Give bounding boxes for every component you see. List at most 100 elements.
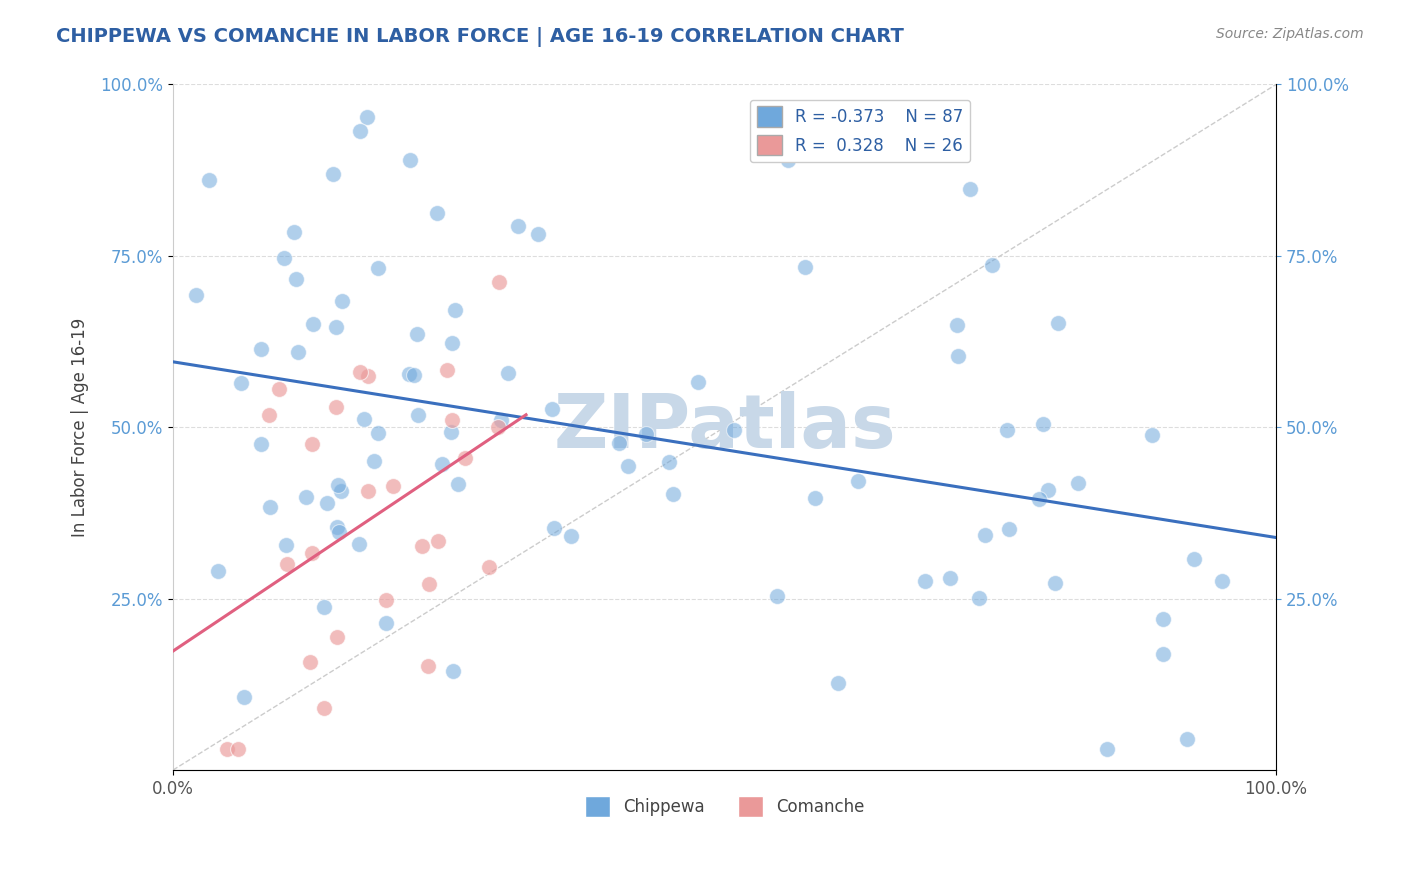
Point xyxy=(443,302,465,317)
Point xyxy=(616,458,638,473)
Point xyxy=(441,413,464,427)
Point xyxy=(486,420,509,434)
Point xyxy=(804,491,827,506)
Point xyxy=(312,700,335,714)
Point xyxy=(276,537,298,551)
Point xyxy=(948,350,970,364)
Point xyxy=(325,320,347,334)
Point xyxy=(287,344,309,359)
Point xyxy=(301,317,323,331)
Point xyxy=(314,599,336,614)
Point xyxy=(356,110,378,124)
Point xyxy=(325,401,347,415)
Point xyxy=(793,260,815,275)
Point xyxy=(478,560,501,574)
Point xyxy=(329,483,352,498)
Point xyxy=(506,219,529,233)
Point xyxy=(229,376,252,391)
Point xyxy=(995,423,1018,437)
Point xyxy=(357,483,380,498)
Point xyxy=(436,363,458,377)
Point xyxy=(607,436,630,450)
Point xyxy=(363,454,385,468)
Point xyxy=(273,251,295,265)
Point xyxy=(658,454,681,468)
Point xyxy=(1175,731,1198,746)
Point xyxy=(197,172,219,186)
Point xyxy=(353,412,375,426)
Point xyxy=(1032,417,1054,431)
Point xyxy=(723,423,745,437)
Point xyxy=(398,153,420,168)
Text: ZIPatlas: ZIPatlas xyxy=(554,391,896,464)
Point xyxy=(326,478,349,492)
Point xyxy=(967,591,990,605)
Point xyxy=(267,382,290,396)
Point xyxy=(766,589,789,603)
Point xyxy=(688,376,710,390)
Point xyxy=(226,742,249,756)
Point xyxy=(634,427,657,442)
Point xyxy=(440,425,463,439)
Point xyxy=(776,153,799,167)
Point xyxy=(322,167,344,181)
Point xyxy=(662,487,685,501)
Point xyxy=(1067,476,1090,491)
Point xyxy=(349,366,371,380)
Point xyxy=(945,318,967,332)
Point xyxy=(1152,647,1174,661)
Point xyxy=(441,664,464,678)
Point xyxy=(488,276,510,290)
Point xyxy=(357,368,380,383)
Point xyxy=(416,659,439,673)
Point xyxy=(232,690,254,704)
Point xyxy=(367,260,389,275)
Point xyxy=(328,524,350,539)
Point xyxy=(827,675,849,690)
Point xyxy=(560,528,582,542)
Point xyxy=(259,500,281,514)
Point xyxy=(349,124,371,138)
Point xyxy=(207,564,229,578)
Text: CHIPPEWA VS COMANCHE IN LABOR FORCE | AGE 16-19 CORRELATION CHART: CHIPPEWA VS COMANCHE IN LABOR FORCE | AG… xyxy=(56,27,904,46)
Point xyxy=(301,546,323,560)
Point xyxy=(1028,492,1050,507)
Point xyxy=(325,630,347,644)
Point xyxy=(283,225,305,239)
Point xyxy=(374,615,396,630)
Point xyxy=(347,537,370,551)
Legend: Chippewa, Comanche: Chippewa, Comanche xyxy=(578,789,872,823)
Point xyxy=(402,368,425,382)
Point xyxy=(998,523,1021,537)
Point xyxy=(1211,574,1233,588)
Point xyxy=(496,366,519,380)
Point xyxy=(184,287,207,301)
Point xyxy=(276,558,298,572)
Point xyxy=(406,409,429,423)
Point xyxy=(301,437,323,451)
Point xyxy=(489,413,512,427)
Point xyxy=(250,437,273,451)
Point xyxy=(215,742,238,756)
Point xyxy=(1045,576,1067,591)
Point xyxy=(540,402,562,417)
Point xyxy=(298,655,321,669)
Point xyxy=(526,227,548,241)
Point xyxy=(426,206,449,220)
Point xyxy=(1140,428,1163,442)
Point xyxy=(411,539,433,553)
Point xyxy=(294,490,316,504)
Point xyxy=(426,534,449,549)
Point xyxy=(980,259,1002,273)
Point xyxy=(1095,742,1118,756)
Point xyxy=(447,476,470,491)
Point xyxy=(1036,483,1059,498)
Point xyxy=(939,571,962,585)
Point xyxy=(1152,612,1174,626)
Point xyxy=(454,450,477,465)
Point xyxy=(405,327,427,342)
Point xyxy=(846,475,869,489)
Point xyxy=(543,520,565,534)
Y-axis label: In Labor Force | Age 16-19: In Labor Force | Age 16-19 xyxy=(72,318,89,537)
Point xyxy=(914,574,936,589)
